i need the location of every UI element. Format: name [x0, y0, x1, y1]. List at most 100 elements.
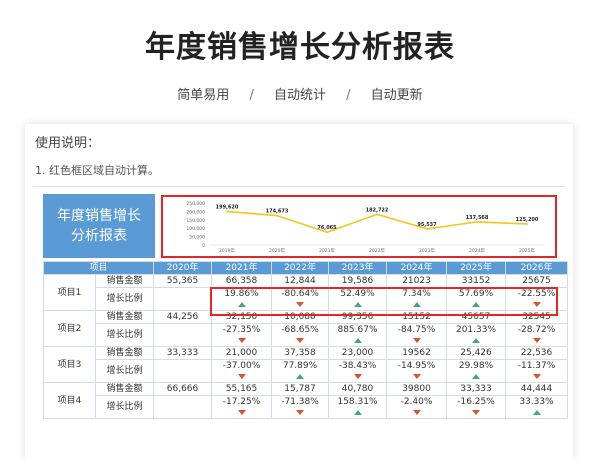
spreadsheet-preview: 使用说明： 1. 红色框区域自动计算。 年度销售增长 分析报表 250,000 2…: [25, 124, 573, 460]
y-tick-label: 50,000: [189, 235, 205, 241]
header-year: 2021年: [211, 261, 273, 275]
row-label-sales: 销售金额: [94, 274, 155, 288]
data-label: 95,537: [417, 222, 437, 228]
sales-line-chart: 250,000 200,000 150,000 100,000 50,000 0 2019年…: [186, 201, 545, 254]
growth-cell: -37.00%: [211, 359, 273, 373]
growth-cell: -84.75%: [386, 323, 448, 337]
sales-cell: 66,666: [153, 382, 213, 396]
row-label-growth: 增长比例: [94, 287, 155, 311]
data-label: 199,620: [216, 204, 239, 210]
growth-cell: [153, 395, 213, 409]
sales-cell: 99,356: [328, 310, 388, 324]
sales-cell: 33152: [446, 274, 507, 288]
sales-cell: 66,358: [211, 274, 273, 288]
project-name: 项目4: [43, 382, 96, 419]
trend-cell: [153, 372, 213, 383]
feature-nav: 简单易用 / 自动统计 / 自动更新: [0, 84, 600, 103]
x-tick-label: 2019年: [219, 247, 235, 254]
data-label: 182,722: [366, 207, 389, 213]
project-name: 项目2: [43, 310, 96, 347]
trend-cell: [505, 372, 569, 383]
header-year: 2022年: [271, 261, 330, 275]
data-point: [476, 220, 478, 223]
trend-cell: [271, 372, 330, 383]
sales-cell: 15,787: [271, 382, 330, 396]
growth-cell: -14.95%: [386, 359, 448, 373]
feature-auto-stats: 自动统计: [273, 88, 326, 103]
data-point: [426, 228, 428, 230]
sales-cell: 40,780: [328, 382, 388, 396]
instructions-title: 使用说明：: [35, 136, 101, 151]
trend-cell: [153, 300, 213, 311]
triangle-down-icon: [532, 338, 541, 344]
triangle-up-icon: [472, 302, 481, 308]
triangle-up-icon: [472, 338, 481, 344]
triangle-down-icon: [296, 302, 305, 308]
sales-cell: 23,000: [328, 346, 388, 360]
data-label: 125,200: [516, 217, 539, 223]
growth-cell: -22.55%: [505, 287, 569, 301]
y-tick-label: 200,000: [186, 209, 205, 215]
growth-cell: -16.25%: [446, 395, 507, 409]
x-tick-label: 2025年: [519, 247, 535, 254]
triangle-up-icon: [412, 302, 421, 308]
triangle-down-icon: [296, 338, 305, 344]
sales-cell: 22,536: [505, 346, 569, 360]
trend-cell: [271, 408, 330, 419]
triangle-up-icon: [237, 302, 246, 308]
x-tick-label: 2022年: [369, 247, 385, 254]
report-title-line2: 分析报表: [71, 228, 127, 244]
sales-cell: 19562: [386, 346, 448, 360]
header-year: 2023年: [328, 261, 388, 275]
table-row: 项目2 销售金额 44,256 32,150 10,080 99,356 15152 4565…: [43, 310, 569, 347]
trend-cell: [211, 336, 273, 347]
instructions-line: 1. 红色框区域自动计算。: [35, 164, 159, 177]
growth-cell: 77.89%: [271, 359, 330, 373]
data-point: [226, 210, 228, 213]
report-title-box: 年度销售增长 分析报表: [43, 194, 155, 258]
table-row: 项目4 销售金额 66,666 55,165 15,787 40,780 39800 33,3…: [43, 382, 569, 419]
sales-cell: 21023: [386, 274, 448, 288]
growth-cell: [153, 359, 213, 373]
growth-cell: 7.34%: [386, 287, 448, 301]
row-label-sales: 销售金额: [94, 346, 155, 360]
triangle-down-icon: [412, 338, 421, 344]
table-row: 增长比例 19.86% -80.64% 52.49% 7.34% 57.69% -22.55…: [44, 287, 569, 311]
x-tick-label: 2024年: [469, 247, 485, 254]
growth-cell: -68.65%: [271, 323, 330, 337]
sales-cell: 32545: [505, 310, 569, 324]
trend-cell: [386, 300, 448, 311]
y-tick-label: 100,000: [186, 226, 205, 232]
growth-cell: 57.69%: [446, 287, 507, 301]
trend-cell: [386, 336, 448, 347]
header-year: 2025年: [446, 261, 507, 275]
triangle-up-icon: [532, 410, 541, 416]
page-title: 年度销售增长分析报表: [145, 30, 455, 65]
sales-cell: 32,150: [211, 310, 273, 324]
triangle-up-icon: [353, 338, 362, 344]
growth-cell: 52.49%: [328, 287, 388, 301]
sales-cell: 39800: [386, 382, 448, 396]
sales-cell: 44,444: [505, 382, 569, 396]
growth-cell: [153, 323, 213, 337]
table-row: 增长比例 -27.35% -68.65% 885.67% -84.75% 201.33% -…: [44, 323, 569, 347]
x-tick-label: 2023年: [419, 247, 435, 254]
growth-cell: -28.72%: [505, 323, 569, 337]
row-label-sales: 销售金额: [94, 382, 155, 396]
header-year: 2024年: [386, 261, 448, 275]
report-title-line1: 年度销售增长: [57, 208, 141, 224]
trend-cell: [386, 408, 448, 419]
trend-row: [44, 300, 569, 311]
trend-cell: [505, 300, 569, 311]
nav-separator: /: [249, 88, 254, 103]
triangle-down-icon: [237, 374, 246, 380]
sales-cell: 33,333: [153, 346, 213, 360]
table-row: 增长比例 -17.25% -71.38% 158.31% -2.40% -16.25% 33…: [44, 395, 569, 419]
y-tick-label: 150,000: [186, 218, 205, 224]
trend-cell: [328, 372, 388, 383]
sales-cell: 44,256: [153, 310, 213, 324]
project-name: 项目1: [43, 274, 96, 311]
nav-separator: /: [346, 88, 351, 103]
trend-cell: [505, 408, 569, 419]
triangle-down-icon: [237, 338, 246, 344]
